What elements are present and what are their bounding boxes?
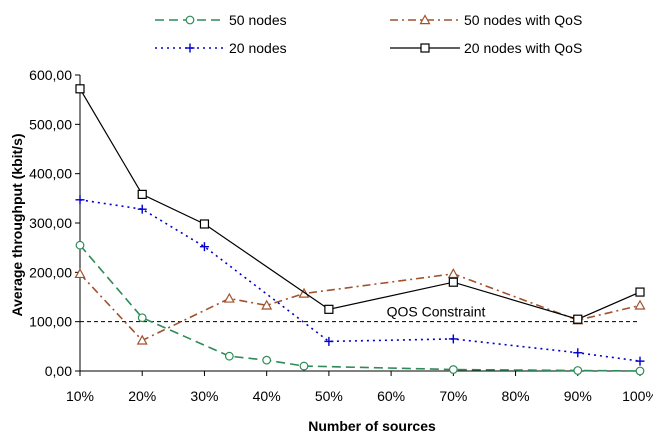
series-line — [79, 199, 641, 362]
data-point — [136, 334, 148, 345]
y-tick-label: 0,00 — [45, 363, 72, 379]
data-point — [199, 219, 210, 229]
y-tick-label: 600,00 — [29, 67, 72, 83]
data-point — [635, 287, 645, 297]
data-point — [635, 366, 645, 376]
data-point — [634, 299, 646, 310]
x-tick-label: 90% — [564, 388, 592, 404]
y-tick-label: 100,00 — [29, 314, 72, 330]
data-point — [137, 189, 147, 199]
data-point — [262, 355, 272, 365]
legend-marker — [185, 15, 195, 25]
series-line — [79, 272, 641, 342]
data-point — [448, 277, 458, 287]
data-point — [223, 292, 235, 303]
x-axis-title: Number of sources — [308, 418, 436, 434]
data-point — [75, 84, 85, 94]
series-50-nodes — [75, 240, 645, 376]
data-point — [324, 336, 334, 346]
data-point — [447, 268, 459, 279]
data-point — [75, 240, 85, 250]
data-point — [74, 268, 86, 279]
data-point — [137, 313, 147, 323]
series-20-nodes-with-qos — [75, 84, 645, 324]
x-tick-label: 70% — [439, 388, 467, 404]
x-tick-label: 80% — [502, 388, 530, 404]
series-50-nodes-with-qos — [74, 268, 646, 345]
x-tick-label: 30% — [190, 388, 218, 404]
data-point — [573, 314, 583, 324]
legend-marker — [185, 43, 195, 53]
legend-label: 20 nodes — [229, 40, 287, 56]
data-point — [324, 304, 334, 314]
legend-label: 50 nodes — [229, 12, 287, 28]
data-point — [448, 334, 458, 344]
y-tick-label: 500,00 — [29, 116, 72, 132]
x-tick-label: 50% — [315, 388, 343, 404]
legend: 50 nodes 50 nodes with QoS 20 nodes 20 node… — [155, 12, 582, 56]
x-tick-label: 100% — [622, 388, 653, 404]
series-20-nodes — [75, 195, 645, 366]
legend-label: 50 nodes with QoS — [464, 12, 582, 28]
x-tick-label: 40% — [253, 388, 281, 404]
y-axis: 0,00 100,00 200,00 300,00 400,00 500,00 600,00 — [29, 67, 81, 379]
x-tick-label: 10% — [66, 388, 94, 404]
data-point — [224, 351, 234, 361]
legend-marker — [419, 14, 431, 25]
legend-marker — [420, 43, 430, 53]
x-axis: 10% 20% 30% 40% 50% 60% 70% 80% 90% 100% — [66, 370, 653, 404]
data-point — [573, 348, 583, 358]
data-point — [137, 204, 147, 214]
legend-item: 50 nodes with QoS — [390, 12, 582, 28]
legend-item: 20 nodes with QoS — [390, 40, 582, 56]
qos-constraint-label: QOS Constraint — [387, 304, 486, 320]
data-point — [448, 365, 458, 374]
legend-item: 20 nodes — [155, 40, 287, 56]
data-point — [573, 366, 583, 375]
x-tick-label: 60% — [377, 388, 405, 404]
data-point — [261, 299, 273, 310]
data-point — [75, 195, 85, 205]
annotations: QOS Constraint — [80, 304, 640, 323]
y-axis-title: Average throughput (kbit/s) — [9, 133, 25, 316]
series-group — [74, 84, 646, 376]
data-point — [199, 242, 209, 252]
data-point — [299, 361, 309, 371]
series-line — [79, 88, 641, 320]
y-tick-label: 200,00 — [29, 264, 72, 280]
legend-item: 50 nodes — [155, 12, 287, 28]
x-tick-label: 20% — [128, 388, 156, 404]
legend-label: 20 nodes with QoS — [464, 40, 582, 56]
y-tick-label: 400,00 — [29, 166, 72, 182]
data-point — [635, 356, 645, 366]
series-line — [79, 244, 641, 372]
y-tick-label: 300,00 — [29, 215, 72, 231]
